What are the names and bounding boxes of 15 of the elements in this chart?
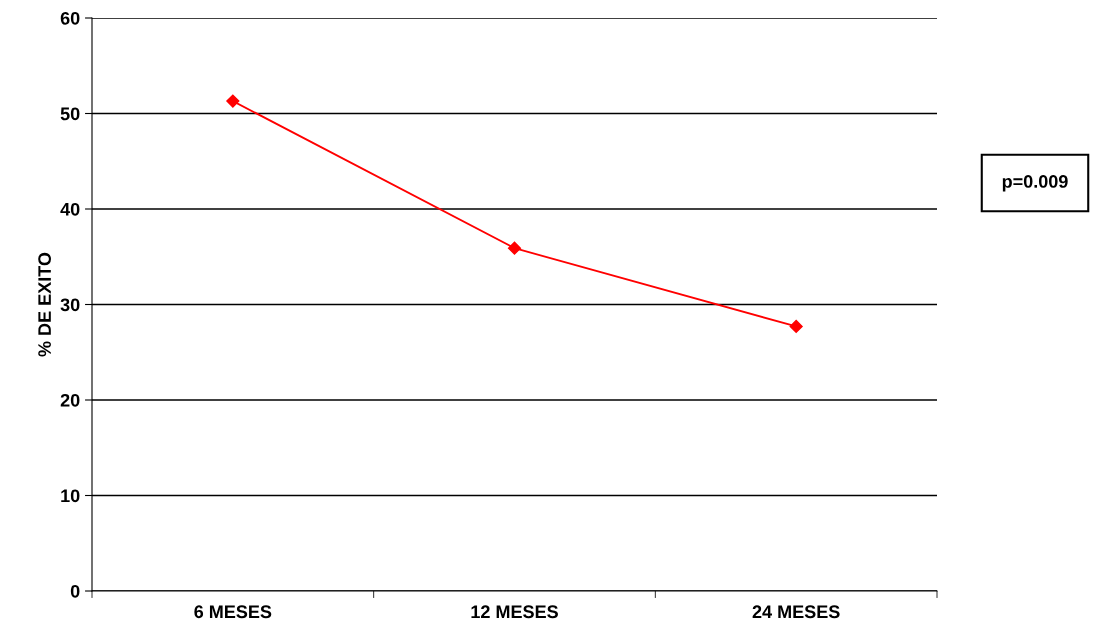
y-tick-label: 30 xyxy=(60,298,80,312)
y-tick-label: 20 xyxy=(60,393,80,407)
y-axis-title: % DE EXITO xyxy=(38,252,51,357)
point xyxy=(226,94,240,108)
text: p=0.009 xyxy=(1002,175,1068,192)
point xyxy=(507,241,522,255)
y-tick-label: 50 xyxy=(60,107,80,121)
point xyxy=(789,319,803,334)
y-tick-label: 40 xyxy=(60,202,80,216)
x-tick-label: 6 MESES xyxy=(194,605,272,619)
x-tick-label: 12 MESES xyxy=(471,605,558,619)
y-tick-label: 0 xyxy=(70,584,80,598)
y-tick-label: 10 xyxy=(61,489,80,503)
x-tick-label: 24 MESES xyxy=(752,605,840,619)
y-tick-label: 60 xyxy=(60,11,80,25)
